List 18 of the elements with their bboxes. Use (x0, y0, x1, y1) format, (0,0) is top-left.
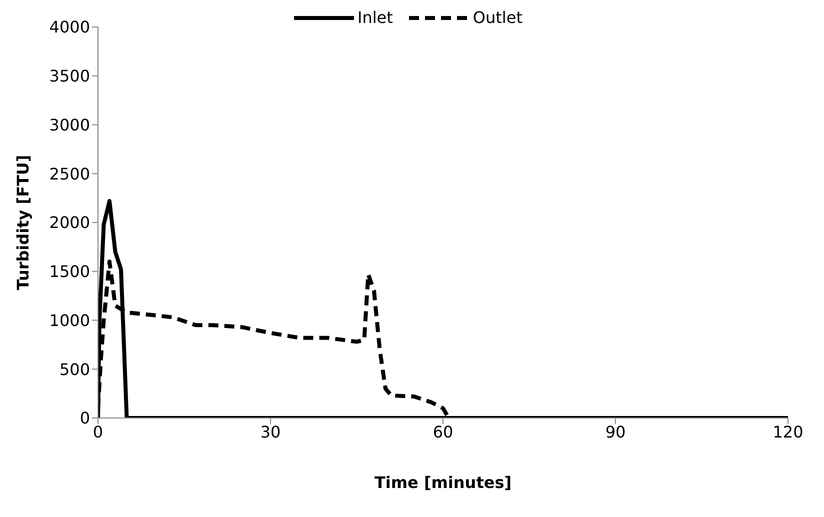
legend-label: Inlet (358, 8, 393, 27)
y-axis-title: Turbidity [FTU] (14, 154, 33, 290)
y-tick-label: 500 (59, 360, 90, 379)
y-tick-label: 2500 (49, 164, 90, 184)
y-tick-label: 1500 (49, 262, 90, 282)
y-tick-label: 0 (80, 408, 90, 428)
x-tick-label: 60 (432, 422, 454, 442)
y-tick-label: 3000 (49, 115, 90, 134)
y-tick-label: 4000 (49, 18, 90, 37)
x-tick-label: 90 (605, 422, 626, 442)
legend-label: Outlet (472, 8, 522, 27)
y-tick-label: 1000 (49, 310, 90, 330)
x-tick-label: 120 (772, 422, 804, 442)
x-axis-title: Time [minutes] (374, 473, 512, 492)
y-tick-label: 2000 (49, 213, 90, 232)
y-tick-label: 3500 (49, 66, 90, 86)
x-tick-label: 30 (260, 422, 281, 442)
x-tick-label: 0 (92, 422, 104, 442)
